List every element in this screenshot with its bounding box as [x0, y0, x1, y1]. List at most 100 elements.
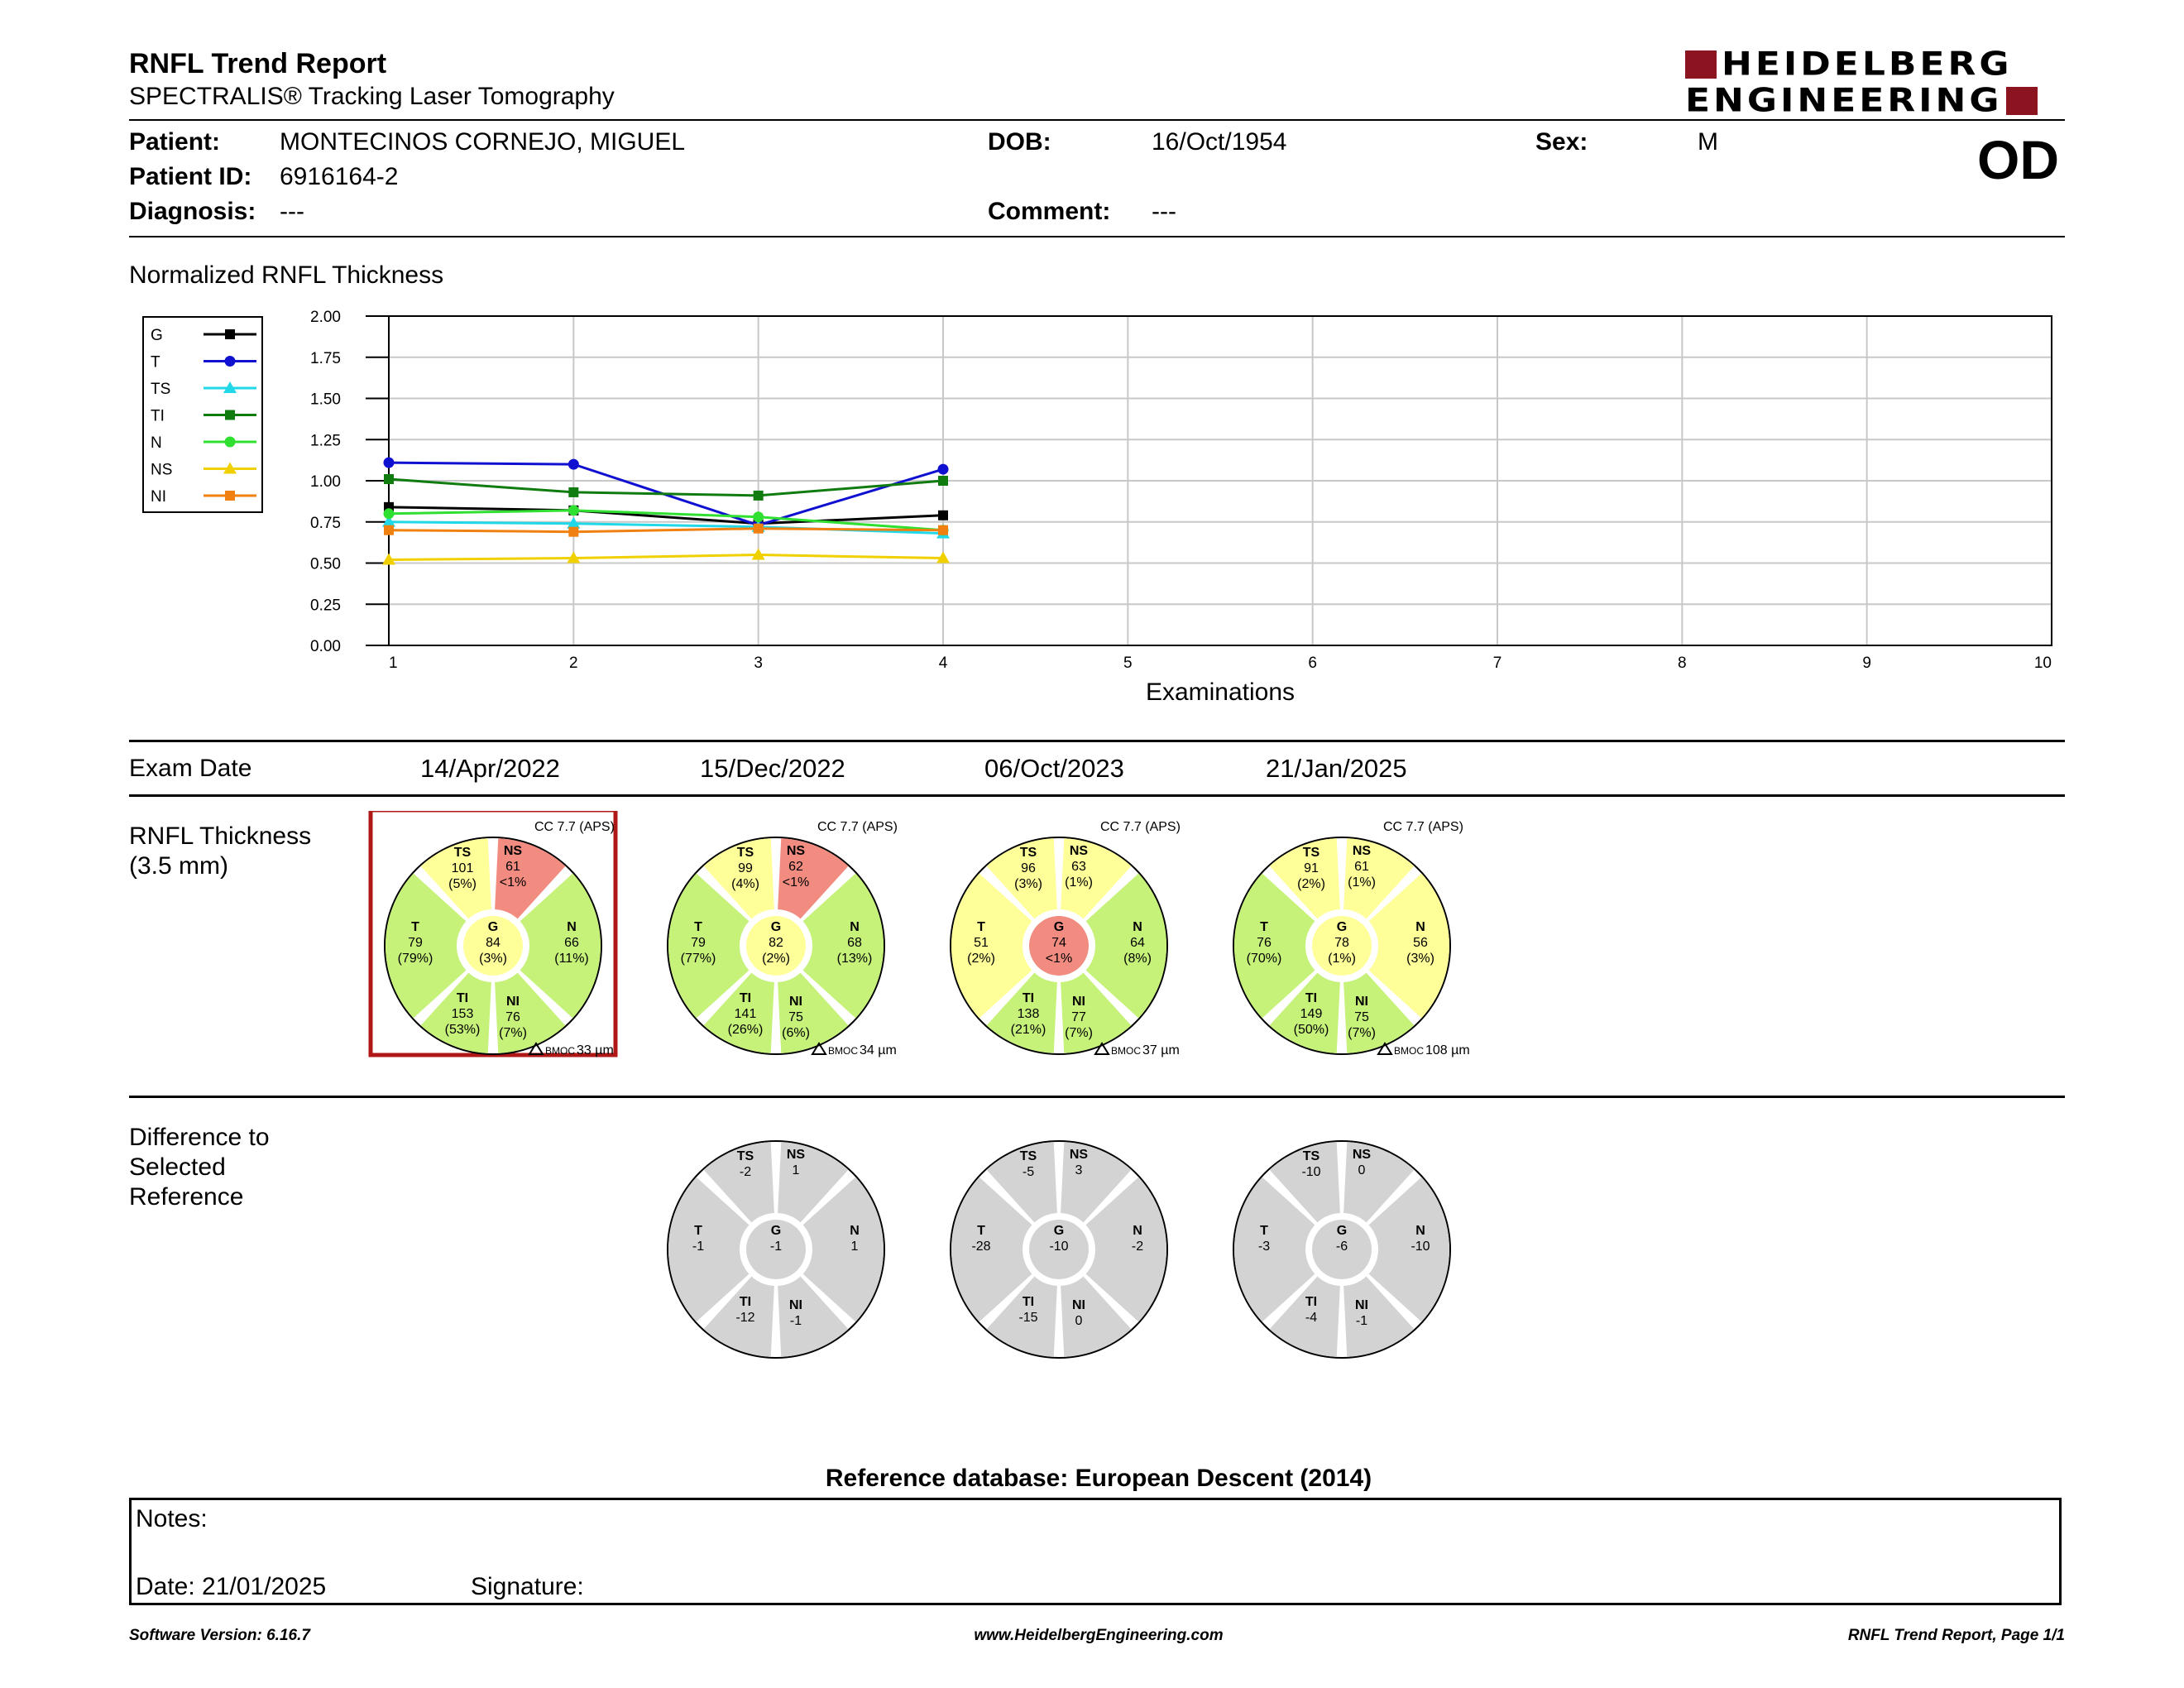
patient-name: MONTECINOS CORNEJO, MIGUEL	[280, 128, 686, 156]
data-point-ni	[568, 526, 579, 537]
legend-marker-ts	[223, 381, 237, 393]
sector-n	[802, 1177, 884, 1322]
sector-name-g: G	[771, 1224, 781, 1238]
logo-square-bottom	[2005, 87, 2038, 115]
sector-ns	[1061, 1142, 1132, 1223]
sector-percentile-ts: (3%)	[1014, 877, 1042, 891]
sector-value-ts: -2	[740, 1165, 751, 1179]
sector-name-ti: TI	[1023, 1295, 1034, 1309]
data-point-ni	[753, 523, 764, 534]
rnfl-thickness-diameter: (3.5 mm)	[129, 852, 228, 880]
sector-name-ts: TS	[1020, 1149, 1037, 1163]
logo-square-top	[1685, 50, 1717, 79]
legend-marker-ns	[223, 462, 237, 474]
delta-icon	[1377, 1042, 1393, 1055]
sector-percentile-n: (13%)	[837, 952, 873, 966]
legend-label-ti: TI	[151, 408, 165, 425]
circle-quality-label: CC 7.7 (APS)	[1383, 820, 1463, 834]
sector-t	[1234, 1177, 1315, 1322]
sector-value-g: 78	[1334, 936, 1349, 950]
sector-value-t: -1	[692, 1240, 704, 1254]
sector-value-ni: 76	[505, 1010, 520, 1024]
sector-name-n: N	[850, 920, 860, 934]
sector-value-ni: -1	[790, 1314, 802, 1328]
sector-value-ti: 138	[1018, 1007, 1040, 1021]
sector-ti	[1269, 972, 1340, 1053]
sector-value-ti: -4	[1305, 1311, 1317, 1325]
rnfl-circle-4: TS91(2%)NS61(1%)N56(3%)NI75(7%)TI149(50%…	[1233, 837, 1451, 1055]
data-point-ni	[938, 525, 948, 535]
sector-percentile-ns: <1%	[500, 875, 526, 890]
sector-n	[1085, 873, 1166, 1019]
x-tick-label: 4	[939, 655, 948, 672]
sector-n	[520, 873, 601, 1019]
x-axis-label: Examinations	[1146, 679, 1295, 706]
sector-name-t: T	[977, 1224, 985, 1238]
legend-marker-ti	[225, 410, 235, 420]
x-tick-label: 8	[1678, 655, 1687, 672]
sector-value-ts: 96	[1021, 861, 1036, 875]
sector-ns	[1343, 1142, 1415, 1223]
sector-name-ni: NI	[789, 995, 802, 1009]
data-point-ns	[751, 548, 765, 560]
comment-label: Comment:	[988, 198, 1111, 225]
difference-label-line2: Selected	[129, 1153, 226, 1181]
sector-t	[668, 1177, 750, 1322]
data-point-ni	[384, 525, 394, 535]
x-tick-label: 10	[2034, 655, 2052, 672]
sector-t	[385, 873, 467, 1019]
exam-date-label: Exam Date	[129, 755, 252, 782]
sector-value-ts: 99	[738, 861, 753, 875]
difference-label-line3: Reference	[129, 1183, 244, 1211]
rnfl-thickness-circles: CC 7.7 (APS) TS101(5%)NS61<1%N66(11%)NI76…	[368, 811, 1470, 1057]
sector-ni	[1061, 972, 1132, 1053]
sector-percentile-t: (77%)	[681, 952, 716, 966]
data-point-ti	[938, 476, 948, 486]
sector-ts	[703, 1142, 774, 1223]
sector-name-ns: NS	[1070, 1148, 1089, 1162]
data-point-ts	[567, 516, 581, 529]
sector-g	[1312, 1220, 1372, 1279]
sector-value-ti: 153	[452, 1007, 474, 1021]
sector-value-ti: -12	[735, 1311, 754, 1325]
chart-legend: G T TS TI N NS NI	[142, 316, 263, 513]
y-tick-label: 0.00	[310, 638, 341, 655]
notes-box: Notes: Date: 21/01/2025 Signature:	[129, 1498, 2062, 1605]
report-subtitle: SPECTRALIS® Tracking Laser Tomography	[129, 83, 615, 110]
sector-percentile-ts: (2%)	[1297, 877, 1325, 891]
y-tick-label: 0.50	[310, 556, 341, 573]
exam-date-1: 14/Apr/2022	[420, 754, 560, 783]
sector-value-g: 74	[1051, 936, 1066, 950]
sector-ti	[986, 972, 1057, 1053]
sector-name-ts: TS	[737, 1149, 754, 1163]
sector-value-g: -1	[770, 1240, 782, 1254]
website-link[interactable]: www.HeidelbergEngineering.com	[974, 1627, 1224, 1644]
chart-legend-items: GT TS TI N NS NI	[151, 327, 256, 506]
x-tick-label: 3	[754, 655, 763, 672]
sector-ts	[986, 838, 1057, 919]
comment-value: ---	[1152, 198, 1176, 225]
patient-id: 6916164-2	[280, 163, 399, 190]
sector-name-ts: TS	[1303, 846, 1320, 860]
sector-percentile-ni: (7%)	[1065, 1026, 1093, 1040]
sector-ts	[420, 838, 491, 919]
sector-ts	[703, 838, 774, 919]
sector-value-ni: 75	[1354, 1010, 1369, 1024]
sector-percentile-ts: (4%)	[731, 877, 759, 891]
sector-name-ni: NI	[1072, 995, 1085, 1009]
sector-percentile-g: <1%	[1046, 952, 1072, 966]
sector-value-ns: 1	[793, 1163, 800, 1177]
signature-label: Signature:	[471, 1573, 584, 1600]
data-point-ti	[753, 490, 764, 501]
sector-percentile-ti: (21%)	[1011, 1023, 1046, 1037]
sector-value-ti: -15	[1018, 1311, 1037, 1325]
sector-percentile-n: (8%)	[1123, 952, 1152, 966]
rnfl-thickness-label: RNFL Thickness	[129, 822, 312, 850]
sector-value-n: 64	[1130, 936, 1145, 950]
sector-ni	[1061, 1276, 1132, 1357]
sector-value-t: 51	[974, 936, 989, 950]
sector-name-ts: TS	[1020, 846, 1037, 860]
header-divider-top	[129, 119, 2065, 121]
